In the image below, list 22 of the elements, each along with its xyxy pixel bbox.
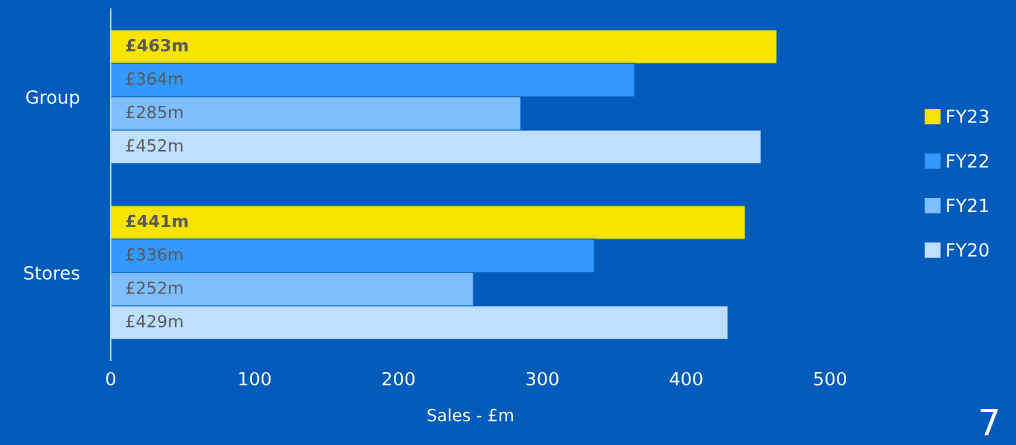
data-label: £441m: [126, 214, 188, 228]
data-label: £336m: [126, 248, 183, 261]
data-label: £252m: [126, 281, 183, 295]
y-tick-label: Group: [26, 90, 80, 108]
x-tick-label: 0: [106, 371, 116, 386]
x-axis-title: Sales - £m: [427, 408, 513, 422]
text: 7: [980, 408, 998, 436]
x-tick-label: 300: [526, 371, 559, 386]
legend-label: FY21: [947, 198, 989, 212]
x-tick-label: 100: [239, 371, 271, 386]
data-label: £364m: [126, 72, 183, 85]
data-label: £429m: [126, 314, 183, 328]
data-label: £463m: [126, 38, 188, 52]
x-tick-label: 400: [669, 371, 703, 386]
x-tick-label: 500: [814, 371, 847, 386]
data-label: £452m: [126, 139, 183, 152]
y-tick-label: Stores: [24, 266, 80, 280]
x-tick-label: 200: [382, 371, 415, 386]
data-label: £285m: [126, 105, 183, 119]
legend-label: FY22: [947, 153, 988, 168]
legend-label: FY23: [947, 109, 989, 124]
legend-label: FY20: [947, 243, 989, 257]
